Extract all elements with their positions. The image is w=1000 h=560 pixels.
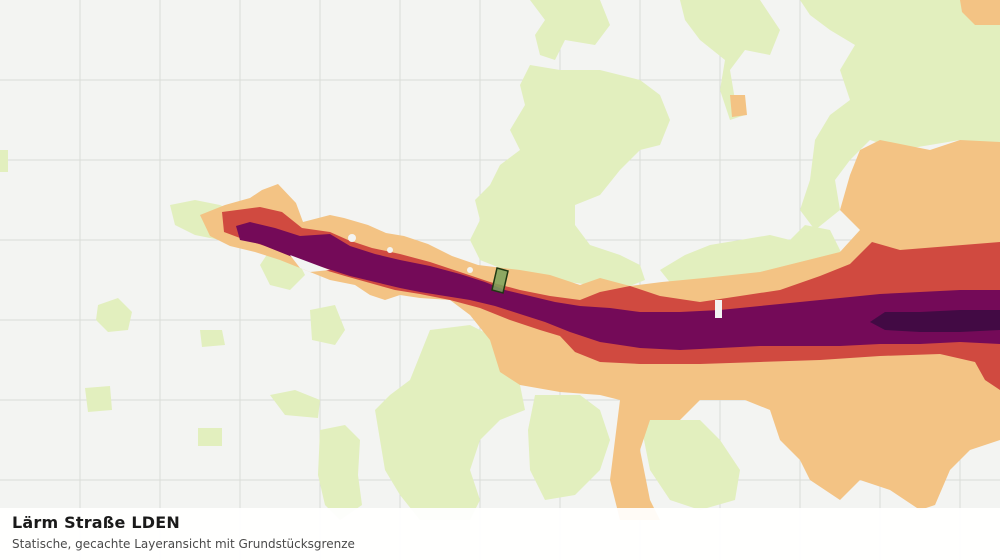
layer-caption: Lärm Straße LDEN Statische, gecachte Lay… xyxy=(0,508,1000,560)
noise-band-high xyxy=(236,222,1000,350)
layer-title: Lärm Straße LDEN xyxy=(12,513,180,532)
property-boundary[interactable] xyxy=(491,267,509,294)
parcel-polygon[interactable] xyxy=(491,267,509,294)
layer-subtitle: Statische, gecachte Layeransicht mit Gru… xyxy=(12,537,355,551)
noise-band-highest xyxy=(870,310,1000,332)
map-gaps xyxy=(290,234,722,318)
noise-band-lowest xyxy=(0,0,1000,520)
